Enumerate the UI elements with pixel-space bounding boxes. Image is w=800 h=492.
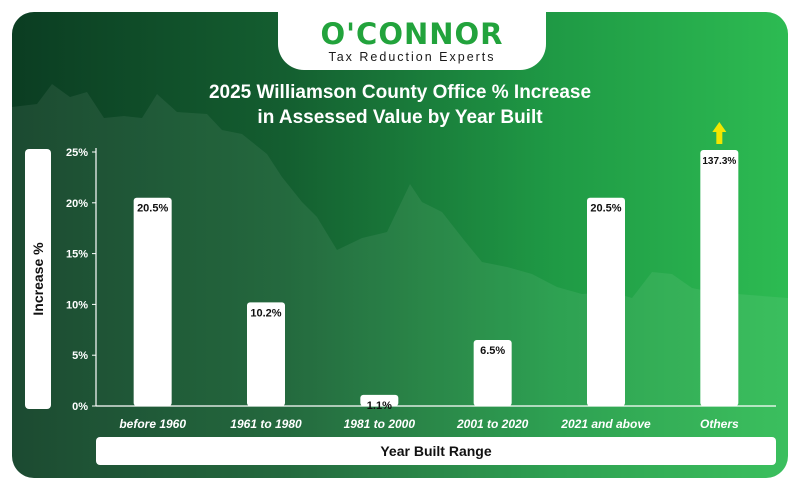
bar bbox=[360, 394, 399, 406]
x-tick-label: 1961 to 1980 bbox=[230, 417, 302, 431]
x-tick-label: Others bbox=[700, 417, 739, 431]
y-tick-label: 25% bbox=[66, 147, 88, 159]
x-tick-label: 2001 to 2020 bbox=[456, 417, 529, 431]
y-axis-label-box bbox=[25, 149, 51, 409]
chart-svg: 0% 5% 10% 15% 20% 25% 20.5% before 1960 10.2% 19… bbox=[12, 84, 788, 478]
logo: O'CONNOR Tax Reduction Experts bbox=[278, 12, 546, 70]
bar bbox=[247, 302, 285, 406]
chart-title-line-1: 2025 Williamson County Office % Increase bbox=[208, 82, 592, 103]
logo-wordmark: O'CONNOR bbox=[320, 17, 504, 51]
chart-card: 0% 5% 10% 15% 20% 25% 20.5% before 1960 10.2% 19… bbox=[12, 12, 788, 478]
bar bbox=[473, 339, 512, 406]
y-axis-label: Increase % bbox=[30, 242, 46, 316]
x-tick-label: 2021 and above bbox=[560, 417, 651, 431]
y-tick-label: 5% bbox=[72, 350, 88, 362]
x-tick-label: 1981 to 2000 bbox=[344, 417, 416, 431]
bar bbox=[133, 197, 172, 406]
bar-value-label: 1.1% bbox=[367, 400, 392, 412]
bar-value-label: 20.5% bbox=[590, 203, 621, 215]
chart-title-line-2: in Assessed Value by Year Built bbox=[257, 107, 543, 128]
bar-value-label: 137.3% bbox=[702, 156, 736, 167]
bar-value-label: 6.5% bbox=[480, 345, 505, 357]
y-tick-label: 20% bbox=[66, 198, 88, 210]
x-axis-label: Year Built Range bbox=[96, 437, 776, 465]
bar bbox=[587, 197, 625, 406]
bar-value-label: 10.2% bbox=[250, 307, 281, 319]
y-axis-label-holder: Increase % bbox=[25, 149, 51, 409]
chart-title: 2025 Williamson County Office % Increase… bbox=[12, 80, 788, 130]
y-tick-label: 15% bbox=[66, 249, 88, 261]
bars: 20.5% before 1960 10.2% 1961 to 1980 1.1% 198… bbox=[119, 122, 739, 431]
bar bbox=[700, 150, 739, 406]
bar-value-label: 20.5% bbox=[137, 203, 168, 215]
y-axis: 0% 5% 10% 15% 20% 25% bbox=[66, 147, 776, 413]
y-tick-label: 10% bbox=[66, 299, 88, 311]
overflow-arrow-up-icon bbox=[712, 122, 727, 144]
logo-tagline: Tax Reduction Experts bbox=[328, 50, 496, 64]
y-tick-label: 0% bbox=[72, 401, 88, 413]
x-tick-label: before 1960 bbox=[119, 417, 186, 431]
